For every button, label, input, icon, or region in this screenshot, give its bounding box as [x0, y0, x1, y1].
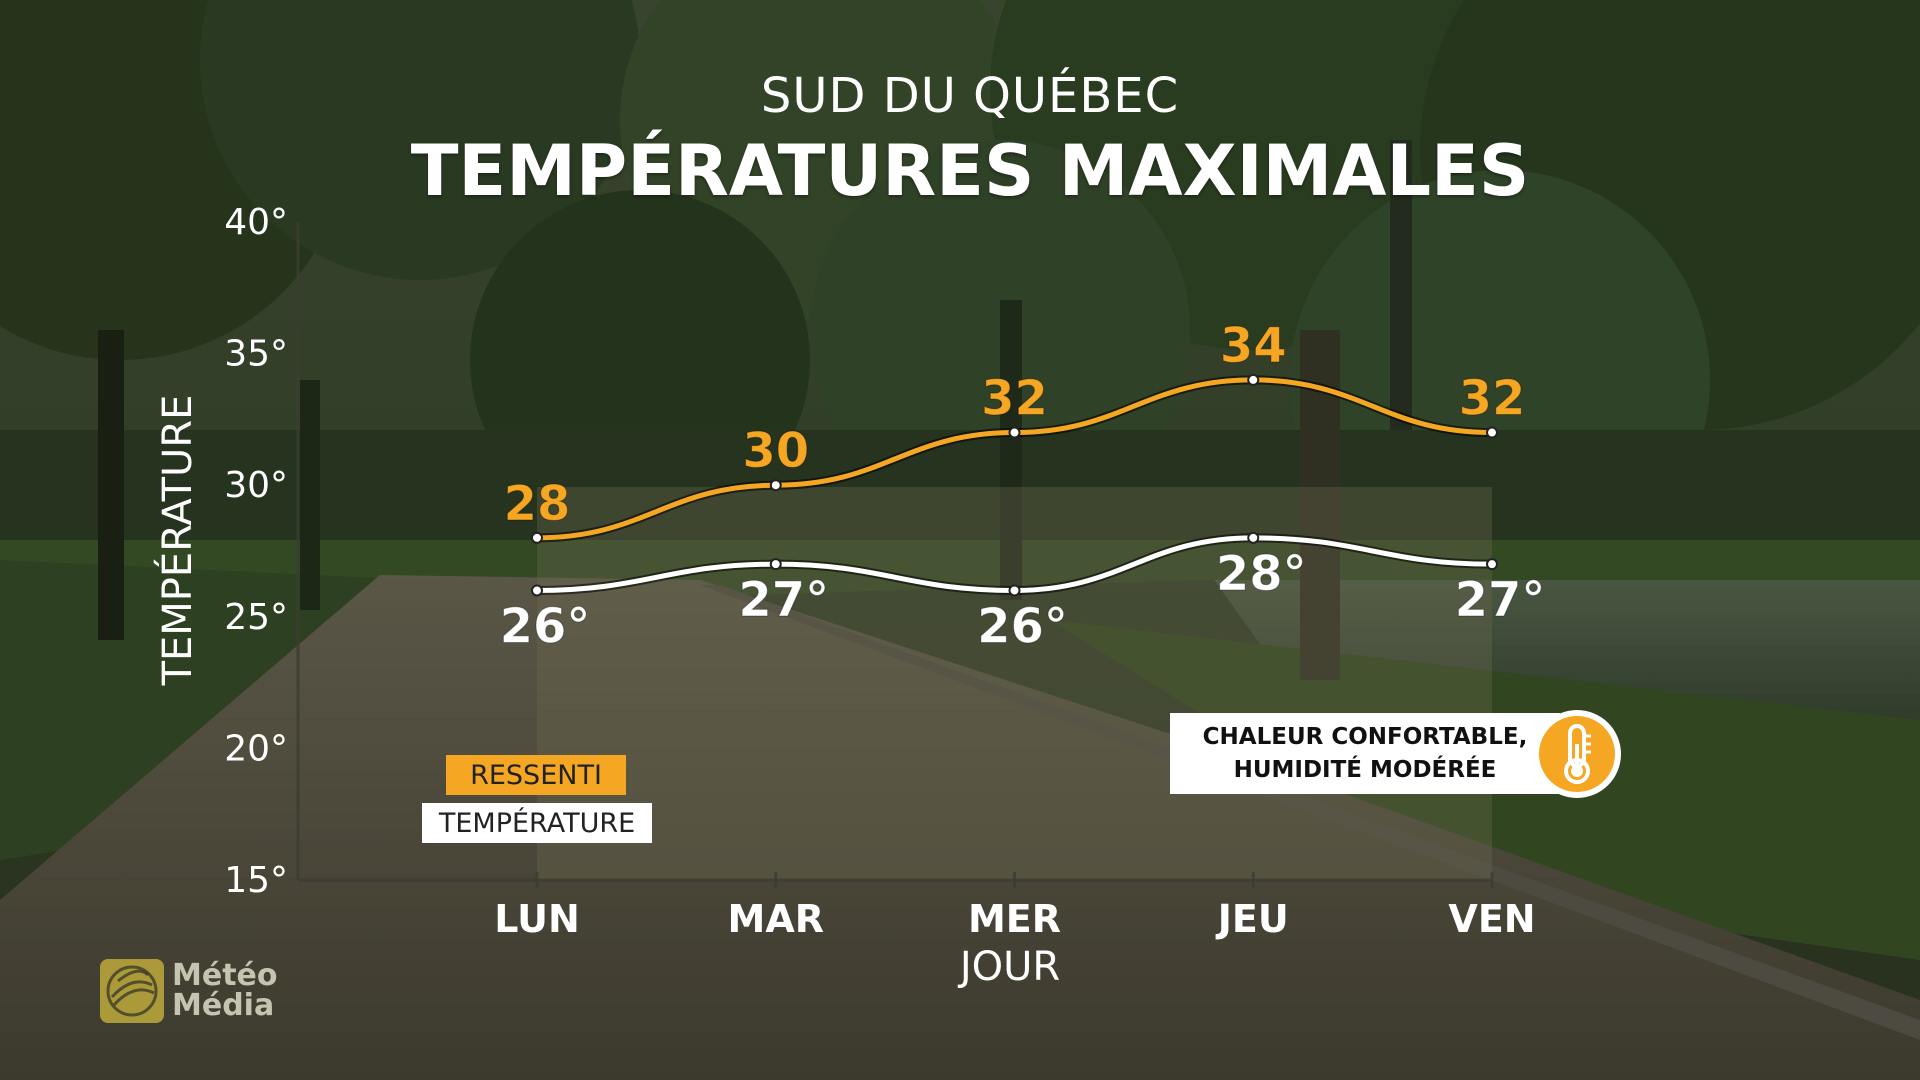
thermometer-icon — [1533, 710, 1621, 798]
series-point — [531, 531, 543, 544]
region-title: SUD DU QUÉBEC — [760, 68, 1180, 124]
plot-area — [537, 487, 1492, 880]
series-point — [769, 558, 782, 571]
legend-ressenti: RESSENTI — [446, 755, 626, 795]
y-tick-label: 30° — [224, 465, 288, 506]
data-label: 26° — [977, 598, 1068, 654]
series-point — [769, 479, 782, 492]
x-tick-label: JEU — [1215, 897, 1289, 941]
series-point — [1008, 584, 1021, 597]
y-tick-label: 15° — [224, 860, 288, 901]
callout-line-2: HUMIDITÉ MODÉRÉE — [1233, 756, 1497, 783]
data-label: 26° — [500, 598, 591, 654]
data-label: 28° — [1216, 546, 1307, 602]
page-title: TEMPÉRATURES MAXIMALES — [410, 130, 1530, 212]
data-label: 32 — [1459, 371, 1526, 427]
y-tick-label: 40° — [224, 202, 288, 243]
series-point — [1247, 373, 1260, 386]
y-tick-label: 20° — [224, 728, 288, 769]
globe-icon — [100, 959, 164, 1023]
data-label: 34 — [1220, 318, 1287, 374]
logo-line-1: Météo — [172, 958, 278, 993]
data-label: 32 — [981, 371, 1048, 427]
data-label: 30 — [742, 423, 809, 479]
series-point — [1486, 558, 1498, 571]
x-tick-label: MER — [968, 897, 1061, 941]
x-tick-label: LUN — [494, 897, 580, 941]
series-point — [1247, 531, 1260, 544]
meteomedia-logo: Météo Média — [98, 957, 278, 1025]
callout-line-1: CHALEUR CONFORTABLE, — [1202, 723, 1528, 750]
series-point — [1008, 426, 1021, 439]
x-tick-label: VEN — [1448, 897, 1535, 941]
data-label: 27° — [738, 572, 829, 628]
series-point — [531, 584, 543, 597]
x-axis-label: JOUR — [959, 944, 1061, 990]
y-tick-label: 35° — [224, 334, 288, 375]
y-tick-label: 25° — [224, 597, 288, 638]
legend-temperature: TEMPÉRATURE — [422, 803, 652, 843]
conditions-callout: CHALEUR CONFORTABLE, HUMIDITÉ MODÉRÉE — [1170, 713, 1560, 794]
logo-line-2: Média — [172, 988, 275, 1023]
data-label: 27° — [1455, 572, 1546, 628]
series-point — [1486, 426, 1498, 439]
data-label: 28 — [504, 476, 571, 532]
x-tick-label: MAR — [728, 897, 824, 941]
